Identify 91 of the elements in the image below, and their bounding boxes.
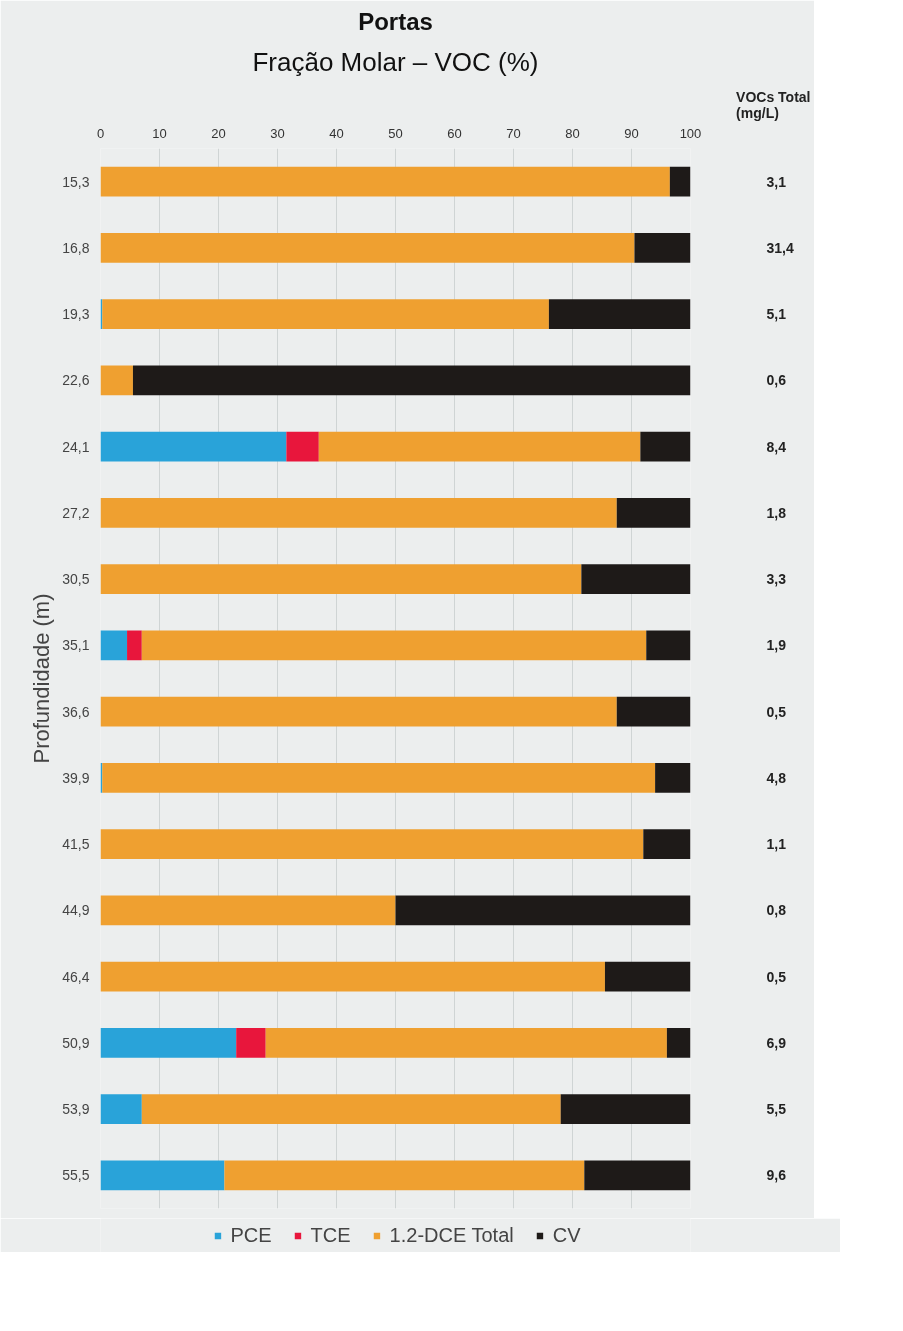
bar (655, 762, 691, 793)
text: 0,5 (766, 968, 787, 985)
text: 5,1 (766, 306, 787, 323)
y-axis-title: Profundidade (m) (29, 593, 55, 764)
bar (102, 762, 656, 793)
text: 3,3 (766, 571, 787, 588)
y-tick-label: 53,9 (62, 1101, 90, 1118)
y-tick-label: 55,5 (62, 1167, 90, 1184)
x-tick-label: 50 (388, 125, 403, 141)
x-tick-label: 90 (624, 125, 639, 141)
bar (265, 1027, 667, 1058)
text: 1,1 (766, 836, 787, 853)
bar (100, 564, 582, 595)
x-tick-label: 70 (506, 125, 521, 141)
bar (560, 1094, 691, 1125)
bar (646, 630, 691, 661)
bar (141, 1094, 561, 1125)
text: 9,6 (766, 1167, 787, 1184)
x-tick-label: 40 (329, 125, 344, 141)
bar (127, 630, 142, 661)
bar (100, 1160, 225, 1191)
legend-label: TCE (310, 1223, 351, 1247)
bar (643, 829, 691, 860)
x-tick-label: 100 (679, 125, 702, 141)
bar (100, 365, 133, 396)
y-tick-label: 24,1 (62, 438, 90, 455)
bar (102, 299, 549, 330)
bar (634, 232, 691, 263)
bar (669, 166, 691, 197)
text: 4,8 (766, 769, 787, 786)
bar (100, 1094, 142, 1125)
bar (640, 431, 691, 462)
bar (100, 497, 617, 528)
bar (286, 431, 319, 462)
bar (236, 1027, 266, 1058)
y-tick-label: 41,5 (62, 836, 90, 853)
y-tick-label: 30,5 (62, 571, 90, 588)
x-tick-label: 30 (270, 125, 285, 141)
text: 1,9 (766, 637, 787, 654)
y-tick-label: 19,3 (62, 306, 90, 323)
text: 6,9 (766, 1034, 787, 1051)
bar (616, 696, 691, 727)
bar (141, 630, 647, 661)
x-tick-label: 0 (96, 125, 105, 141)
bar (224, 1160, 585, 1191)
x-tick-label: 80 (565, 125, 580, 141)
text: 0,5 (766, 703, 787, 720)
y-tick-label: 44,9 (62, 902, 90, 919)
bar (604, 961, 691, 992)
y-tick-label: 22,6 (62, 372, 90, 389)
legend-label: 1.2-DCE Total (389, 1223, 514, 1247)
bar (100, 895, 396, 926)
y-tick-label: 27,2 (62, 504, 90, 521)
y-tick-label: 46,4 (62, 968, 90, 985)
text: 5,5 (766, 1101, 787, 1118)
y-tick-label: 15,3 (62, 173, 90, 190)
text: 0,8 (766, 902, 787, 919)
x-tick-label: 20 (211, 125, 226, 141)
text: 3,1 (766, 173, 787, 190)
bar (395, 895, 691, 926)
legend-label: PCE (230, 1223, 272, 1247)
y-tick-label: 36,6 (62, 703, 90, 720)
bar (548, 299, 691, 330)
y-tick-label: 35,1 (62, 637, 90, 654)
text: VOCs Total (mg/L) (736, 88, 811, 121)
bar (100, 232, 635, 263)
legend-label: CV (552, 1223, 581, 1247)
text: 8,4 (766, 438, 787, 455)
y-tick-label: 16,8 (62, 239, 90, 256)
bar (581, 564, 691, 595)
bar (318, 431, 641, 462)
text: 0,6 (766, 372, 787, 389)
bar (100, 1027, 237, 1058)
bar (616, 497, 691, 528)
text: 1,8 (766, 504, 787, 521)
bar (100, 961, 605, 992)
bar (100, 696, 617, 727)
text: 31,4 (766, 239, 794, 256)
bar (132, 365, 691, 396)
x-tick-label: 60 (447, 125, 462, 141)
bar (100, 431, 287, 462)
x-tick-label: 10 (152, 125, 167, 141)
bar (100, 829, 644, 860)
chart-subtitle: Fração Molar – VOC (%) (252, 46, 539, 77)
bar (666, 1027, 691, 1058)
bar (100, 166, 670, 197)
y-tick-label: 50,9 (62, 1034, 90, 1051)
bar (584, 1160, 691, 1191)
y-tick-label: 39,9 (62, 769, 90, 786)
bar (100, 630, 128, 661)
chart-title: Portas (358, 7, 433, 35)
